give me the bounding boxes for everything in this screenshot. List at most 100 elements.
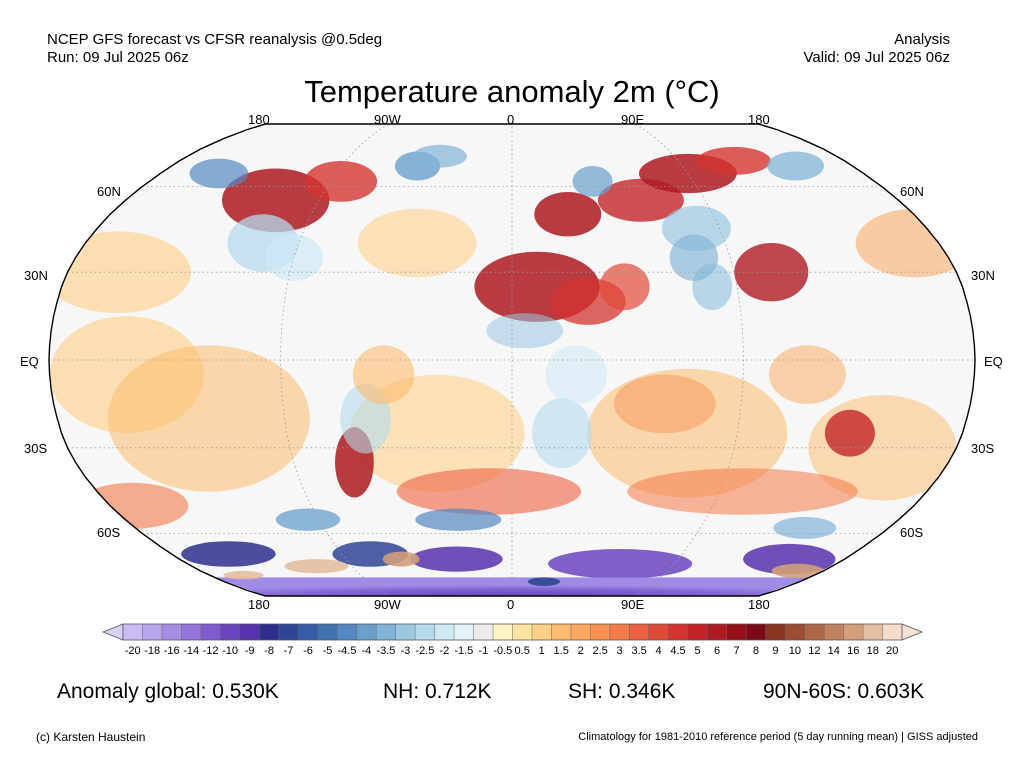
anomaly-region [824, 409, 875, 457]
colorbar-cell [551, 624, 572, 640]
colorbar-cell [804, 624, 825, 640]
colorbar-tick-label: 9 [772, 645, 779, 657]
stat-sh: SH: 0.346K [568, 680, 676, 703]
colorbar-cell [142, 624, 163, 640]
lat-label-left-60s: 60S [97, 525, 121, 540]
anomaly-region [181, 541, 276, 567]
antarctic-anomaly [528, 577, 560, 586]
colorbar-tick-label: 2.5 [592, 645, 608, 657]
colorbar-tick-label: 12 [808, 645, 821, 657]
source-line: NCEP GFS forecast vs CFSR reanalysis @0.… [47, 31, 383, 48]
colorbar-cell [648, 624, 669, 640]
colorbar-tick-label: -9 [244, 645, 255, 657]
anomaly-region [696, 146, 771, 175]
colorbar-tick-label: -4 [361, 645, 372, 657]
anomaly-region [734, 243, 809, 302]
colorbar-tick-label: -20 [124, 645, 141, 657]
colorbar-tick-label: -3.5 [376, 645, 396, 657]
colorbar-cell [376, 624, 396, 640]
colorbar-tick-label: -3 [400, 645, 411, 657]
anomaly-region [396, 468, 582, 515]
colorbar-tick-label: 20 [886, 645, 899, 657]
stat-nh: NH: 0.712K [383, 680, 492, 703]
climatology-note: Climatology for 1981-2010 reference peri… [578, 731, 978, 743]
lon-label-top-180e: 180 [748, 112, 770, 127]
colorbar-under-triangle [101, 623, 124, 641]
anomaly-region [352, 345, 415, 404]
colorbar-cell [785, 624, 805, 640]
colorbar-tick-label: 1.5 [553, 645, 569, 657]
colorbar-cell [863, 624, 883, 640]
antarctic-anomaly [284, 559, 349, 574]
colorbar-tick-label: -6 [303, 645, 313, 657]
colorbar-cell [629, 624, 650, 640]
stat-90n-60s: 90N-60S: 0.603K [763, 680, 925, 703]
colorbar-cell [765, 624, 786, 640]
lon-label-top-180w: 180 [248, 112, 270, 127]
anomaly-region [222, 168, 330, 233]
colorbar-tick-label: -2 [439, 645, 450, 657]
colorbar-cell [707, 624, 728, 640]
lon-label-bottom-90e: 90E [621, 597, 645, 612]
globe-outline [48, 123, 976, 597]
colorbar-cell [123, 624, 143, 640]
anomaly-region [107, 345, 310, 492]
anomaly-region [548, 549, 693, 579]
colorbar-tick-label: 8 [752, 645, 759, 657]
colorbar-tick-label: 7 [733, 645, 740, 657]
lat-label-right-30s: 30S [971, 441, 995, 456]
colorbar-tick-label: -18 [144, 645, 161, 657]
colorbar-cell [434, 624, 455, 640]
run-line: Run: 09 Jul 2025 06z [47, 49, 189, 66]
graticule-lon [280, 124, 390, 596]
colorbar-cell [570, 624, 591, 640]
colorbar-cell [415, 624, 435, 640]
colorbar-cell [746, 624, 766, 640]
colorbar-tick-label: 0.5 [514, 645, 530, 657]
stat-global: Anomaly global: 0.530K [57, 680, 279, 703]
lat-label-left-60n: 60N [97, 184, 121, 199]
colorbar-cell [259, 624, 280, 640]
colorbar-tick-label: -7 [283, 645, 294, 657]
colorbar-tick-label: 5 [694, 645, 701, 657]
colorbar-cell [843, 624, 864, 640]
colorbar-tick-label: 1 [538, 645, 545, 657]
colorbar-tick-label: -1.5 [454, 645, 474, 657]
lon-label-bottom-180e: 180 [748, 597, 770, 612]
colorbar-tick-label: 14 [827, 645, 840, 657]
colorbar-cell [395, 624, 416, 640]
colorbar-tick-label: -2.5 [415, 645, 435, 657]
colorbar-cell [337, 624, 358, 640]
anomaly-region [412, 144, 467, 168]
graticule-lon [634, 124, 744, 596]
colorbar-tick-label: 4.5 [670, 645, 686, 657]
credit: (c) Karsten Haustein [36, 730, 146, 744]
colorbar-cell [473, 624, 494, 640]
colorbar-tick-label: -4.5 [337, 645, 357, 657]
lat-label-left-eq: EQ [20, 354, 39, 369]
colorbar-cell [161, 624, 182, 640]
colorbar-tick-label: -0.5 [493, 645, 513, 657]
anomaly-region [545, 345, 607, 404]
lat-label-right-eq: EQ [984, 354, 1003, 369]
page-title: Temperature anomaly 2m (°C) [304, 74, 720, 109]
colorbar-cell [531, 624, 552, 640]
lon-label-top-90w: 90W [374, 112, 401, 127]
colorbar-cell [687, 624, 708, 640]
colorbar-tick-label: -10 [222, 645, 239, 657]
colorbar-tick-label: 3.5 [631, 645, 647, 657]
antarctic-anomaly [223, 570, 264, 580]
colorbar-cell [181, 624, 202, 640]
analysis-label: Analysis [894, 31, 950, 48]
colorbar-tick-label: -1 [478, 645, 489, 657]
anomaly-region [599, 263, 650, 311]
colorbar-tick-label: -8 [264, 645, 274, 657]
colorbar-tick-label: 4 [655, 645, 662, 657]
lon-label-top-90e: 90E [621, 112, 645, 127]
colorbar-tick-label: 3 [616, 645, 623, 657]
colorbar-cell [590, 624, 611, 640]
colorbar-cell [512, 624, 533, 640]
colorbar-cell [200, 624, 221, 640]
anomaly-region [357, 208, 477, 278]
